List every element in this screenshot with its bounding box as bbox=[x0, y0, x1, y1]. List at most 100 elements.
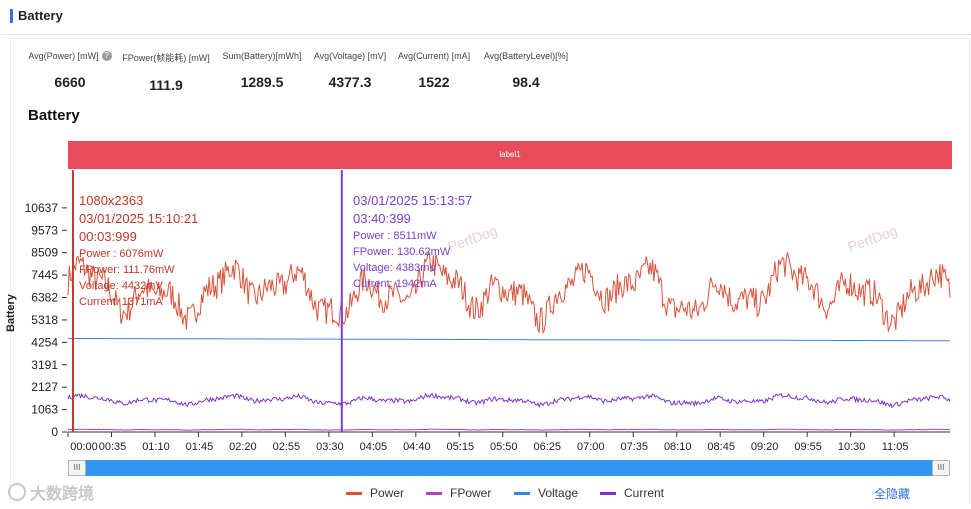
legend-label: Current bbox=[624, 486, 665, 500]
x-tick-label: 07:00 bbox=[577, 441, 605, 453]
stat-avg-battery-level: Avg(BatteryLevel)[%] 98.4 bbox=[474, 51, 578, 90]
slider-left-handle[interactable]: III bbox=[68, 460, 86, 476]
x-tick-label: 05:15 bbox=[447, 441, 475, 453]
y-tick-label: 4254 bbox=[31, 335, 58, 349]
tooltip1-detail: Current: 1371mA bbox=[79, 296, 163, 308]
y-tick-label: 7445 bbox=[31, 268, 58, 282]
legend-label: FPower bbox=[450, 486, 492, 500]
legend-label: Voltage bbox=[538, 486, 579, 500]
x-tick-label: 05:50 bbox=[490, 441, 518, 453]
tooltip2-detail: FPower: 130.62mW bbox=[353, 246, 451, 258]
watermark-text: PerfDog bbox=[446, 222, 500, 255]
series-line-power bbox=[67, 251, 951, 335]
series-group bbox=[67, 251, 951, 431]
legend-swatch bbox=[514, 491, 530, 495]
stat-avg-current: Avg(Current) [mA] 1522 bbox=[386, 51, 482, 90]
y-tick-label: 8509 bbox=[31, 246, 58, 260]
tooltip1-line: 1080x2363 bbox=[79, 193, 143, 208]
y-tick-label: 10637 bbox=[25, 201, 59, 215]
logo-text: 大数跨境 bbox=[30, 486, 95, 503]
stat-value: 6660 bbox=[54, 74, 86, 90]
tooltip-2: 03/01/2025 15:13:57 03:40:399 Power : 85… bbox=[353, 193, 472, 290]
watermark-text: PerfDog bbox=[846, 222, 900, 255]
x-tick-label: 08:45 bbox=[707, 441, 735, 453]
y-axis: 10637 9573 8509 7445 6382 5318 4254 3191 2127 106… bbox=[25, 201, 67, 439]
series-line-fpower bbox=[67, 428, 950, 431]
hide-all-button[interactable]: 全隐藏 bbox=[874, 487, 911, 501]
series-line-voltage bbox=[68, 337, 950, 342]
legend-swatch bbox=[426, 491, 442, 495]
tooltip1-line: 03/01/2025 15:10:21 bbox=[79, 211, 198, 226]
x-tick-label: 10:30 bbox=[838, 441, 866, 453]
content-card bbox=[10, 38, 970, 505]
markers bbox=[71, 170, 343, 432]
y-tick-label: 2127 bbox=[31, 380, 58, 394]
stat-label: Avg(Voltage) [mV] bbox=[313, 51, 387, 61]
y-tick-label: 1063 bbox=[31, 403, 58, 417]
legend-item-voltage[interactable]: Voltage bbox=[514, 486, 578, 500]
x-tick-label: 11:05 bbox=[882, 441, 909, 453]
y-tick-label: 5318 bbox=[31, 313, 58, 327]
stat-value: 4377.3 bbox=[328, 74, 372, 90]
legend-label: Power bbox=[370, 486, 405, 500]
zoom-slider[interactable]: III III bbox=[68, 460, 950, 476]
x-tick-label: 09:55 bbox=[794, 441, 822, 453]
x-tick-label: 00:00 bbox=[70, 441, 98, 453]
tooltip1-detail: Power : 6076mW bbox=[79, 248, 164, 260]
stat-label: Avg(Current) [mA] bbox=[397, 51, 471, 61]
y-tick-label: 3191 bbox=[31, 358, 58, 372]
label-band[interactable]: label1 bbox=[68, 141, 952, 169]
stat-value: 1289.5 bbox=[240, 74, 284, 90]
tooltip1-detail: FPower: 111.76mW bbox=[79, 264, 175, 276]
stat-fpower: FPower(帧能耗) [mW] 111.9 bbox=[118, 51, 214, 93]
stat-label: Avg(BatteryLevel)[%] bbox=[483, 51, 569, 61]
stat-avg-power: Avg(Power) [mW]? 6660 bbox=[22, 51, 118, 90]
x-tick-label: 01:45 bbox=[186, 441, 214, 453]
x-tick-label: 06:25 bbox=[534, 441, 562, 453]
stat-label: FPower(帧能耗) [mW] bbox=[122, 53, 210, 63]
section-title: Battery bbox=[28, 107, 80, 124]
x-axis: 00:00 00:35 01:10 01:45 02:20 02:55 03:30 04:05… bbox=[67, 432, 909, 453]
x-tick-label: 04:40 bbox=[403, 441, 431, 453]
tooltip1-detail: Voltage: 4432mV bbox=[79, 280, 163, 292]
tooltip2-detail: Power : 8511mW bbox=[353, 230, 437, 242]
stat-label: Sum(Battery)[mWh] bbox=[222, 51, 302, 61]
y-tick-label: 6382 bbox=[31, 291, 58, 305]
watermark: PerfDog PerfDog bbox=[446, 222, 900, 255]
tooltip2-detail: Voltage: 4383mV bbox=[353, 262, 437, 274]
x-tick-label: 07:35 bbox=[620, 441, 648, 453]
brand-logo: 大数跨境 bbox=[8, 480, 94, 504]
stat-avg-voltage: Avg(Voltage) [mV] 4377.3 bbox=[302, 51, 398, 90]
slider-track[interactable] bbox=[68, 460, 950, 476]
x-tick-label: 08:10 bbox=[664, 441, 692, 453]
tooltip1-line: 00:03:999 bbox=[79, 229, 137, 244]
stat-value: 98.4 bbox=[512, 74, 540, 90]
x-tick-label: 03:30 bbox=[316, 441, 344, 453]
band-label: label1 bbox=[499, 150, 521, 159]
help-icon[interactable]: ? bbox=[101, 51, 112, 61]
x-tick-label: 00:35 bbox=[99, 441, 127, 453]
slider-right-handle[interactable]: III bbox=[932, 460, 950, 476]
x-tick-label: 01:10 bbox=[142, 441, 170, 453]
page-title: Battery bbox=[18, 8, 63, 23]
battery-chart[interactable]: PerfDog PerfDog 10637 9573 8509 7445 6382 531… bbox=[0, 170, 971, 460]
stat-value: 1522 bbox=[418, 74, 450, 90]
legend-item-power[interactable]: Power bbox=[346, 486, 404, 500]
stat-label: Avg(Power) [mW] bbox=[28, 51, 99, 61]
legend-swatch bbox=[600, 491, 616, 495]
legend-swatch bbox=[346, 491, 362, 495]
y-axis-title: Battery bbox=[5, 293, 17, 332]
legend-item-fpower[interactable]: FPower bbox=[426, 486, 491, 500]
x-tick-label: 09:20 bbox=[751, 441, 779, 453]
x-tick-label: 02:55 bbox=[273, 441, 301, 453]
tooltip2-line: 03:40:399 bbox=[353, 211, 411, 226]
series-line-current bbox=[67, 392, 951, 409]
x-tick-label: 02:20 bbox=[229, 441, 257, 453]
stat-sum-battery: Sum(Battery)[mWh] 1289.5 bbox=[214, 51, 310, 90]
tooltip-1: 1080x2363 03/01/2025 15:10:21 00:03:999 … bbox=[79, 193, 198, 308]
stat-value: 111.9 bbox=[149, 77, 183, 93]
title-accent bbox=[10, 9, 13, 23]
legend-item-current[interactable]: Current bbox=[600, 486, 664, 500]
top-bar: Battery bbox=[0, 0, 971, 35]
x-tick-label: 04:05 bbox=[360, 441, 388, 453]
